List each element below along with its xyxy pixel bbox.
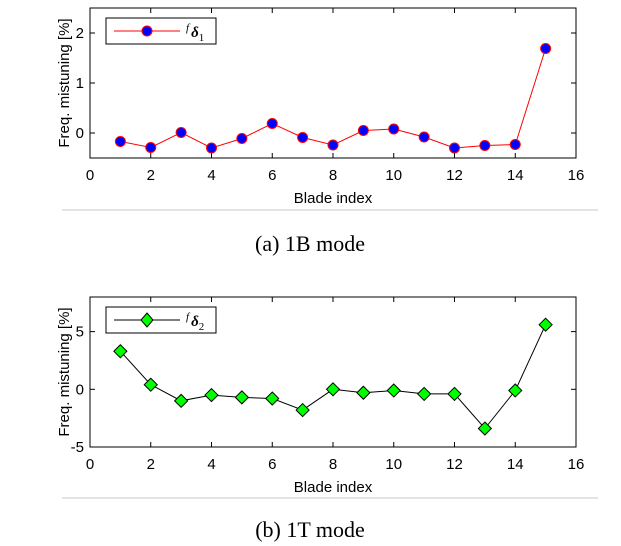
data-point <box>266 118 278 129</box>
data-point <box>175 127 187 138</box>
x-tick-label: 4 <box>207 456 215 473</box>
data-point <box>265 391 280 406</box>
data-point <box>509 139 521 150</box>
caption: (b) 1T mode <box>255 517 365 542</box>
data-point <box>114 136 126 147</box>
data-point <box>113 344 128 359</box>
x-tick-label: 12 <box>446 456 463 473</box>
x-tick-label: 16 <box>568 456 585 473</box>
x-tick-label: 10 <box>385 456 402 473</box>
legend-sub: 2 <box>199 321 205 333</box>
data-point <box>477 421 493 436</box>
legend: f δ2 <box>105 306 217 334</box>
legend-sub: 1 <box>199 32 205 44</box>
y-tick-label: 5 <box>76 324 84 341</box>
data-point <box>234 390 250 405</box>
y-tick-label: 1 <box>76 75 84 92</box>
x-tick-label: 14 <box>507 167 524 184</box>
x-tick-label: 0 <box>86 167 94 184</box>
data-point <box>297 132 309 143</box>
data-point <box>447 386 462 402</box>
panel-1t-mode: 0 2 4 6 8 10 12 14 16-505 f δ2 Blade index Freq. … <box>56 296 598 542</box>
legend: f δ1 <box>105 17 217 45</box>
legend-sym: δ <box>191 25 199 41</box>
data-point <box>416 386 432 402</box>
y-tick-label: -5 <box>71 439 84 456</box>
data-point <box>204 387 219 403</box>
data-point <box>418 131 430 143</box>
data-point <box>538 317 553 332</box>
legend-sym: δ <box>191 314 199 330</box>
data-point <box>327 139 339 151</box>
data-point <box>356 385 371 400</box>
caption: (a) 1B mode <box>255 231 365 256</box>
legend-sup: f <box>186 22 191 34</box>
legend-sup: f <box>186 311 191 323</box>
legend-label: f δ1 <box>186 22 204 44</box>
data-point <box>479 140 491 151</box>
data-point <box>388 123 400 135</box>
x-axis-label: Blade index <box>294 190 373 207</box>
data-point <box>325 382 341 397</box>
data-point <box>236 133 248 144</box>
data-point <box>206 142 217 154</box>
x-tick-label: 2 <box>147 167 155 184</box>
data-point <box>508 383 523 398</box>
x-tick-label: 6 <box>268 167 276 184</box>
data-point <box>295 402 310 418</box>
series-layer <box>113 317 553 436</box>
data-point <box>173 393 189 409</box>
data-point <box>145 142 157 153</box>
y-axis-label: Freq. mistuning [%] <box>56 18 73 147</box>
x-tick-label: 4 <box>207 167 215 184</box>
data-point <box>449 142 460 154</box>
data-point <box>143 377 158 392</box>
x-tick-label: 6 <box>268 456 276 473</box>
data-point <box>540 43 552 54</box>
legend-label: f δ2 <box>186 311 204 333</box>
y-tick-label: 0 <box>76 381 84 398</box>
y-tick-label: 0 <box>76 125 84 142</box>
x-tick-label: 10 <box>385 167 402 184</box>
axis-ticks: 0 2 4 6 8 10 12 14 16-505 <box>71 297 585 473</box>
x-axis-label: Blade index <box>294 479 373 496</box>
x-tick-label: 12 <box>446 167 463 184</box>
y-tick-label: 2 <box>76 25 84 42</box>
y-axis-label: Freq. mistuning [%] <box>56 307 73 436</box>
x-tick-label: 14 <box>507 456 524 473</box>
x-tick-label: 0 <box>86 456 94 473</box>
legend-marker <box>141 25 153 37</box>
x-tick-label: 2 <box>147 456 155 473</box>
x-tick-label: 8 <box>329 456 337 473</box>
series-layer <box>114 43 552 154</box>
legend-marker <box>140 312 154 328</box>
data-point <box>386 383 401 398</box>
x-tick-label: 8 <box>329 167 337 184</box>
data-point <box>357 125 369 136</box>
x-tick-label: 16 <box>568 167 585 184</box>
